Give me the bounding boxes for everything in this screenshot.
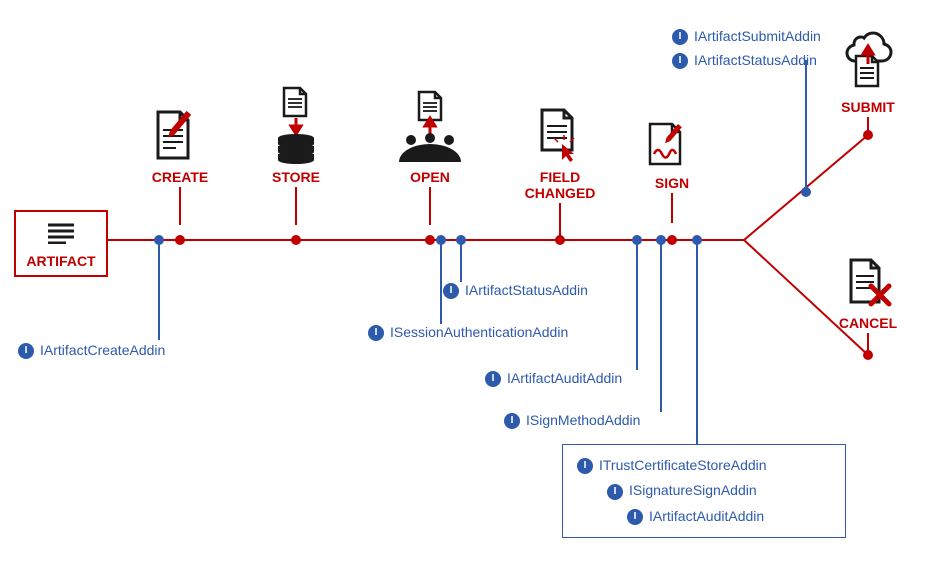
addin-signmethod: IISignMethodAddin (504, 412, 640, 429)
addin-audit2: IIArtifactAuditAddin (627, 508, 831, 525)
addin-audit: IIArtifactAuditAddin (485, 370, 622, 387)
addin-trustcert: IITrustCertificateStoreAddin (577, 457, 831, 474)
create-label: CREATE (145, 169, 215, 185)
addin-signature: IISignatureSignAddin (607, 482, 831, 499)
event-open: OPEN (395, 90, 465, 225)
sign-icon (646, 157, 698, 174)
addin-audit-line (636, 240, 638, 370)
top-addin-line (805, 60, 807, 190)
i-bullet-icon: I (672, 53, 688, 69)
i-bullet-icon: I (577, 458, 593, 474)
submit-label: SUBMIT (838, 99, 898, 115)
addin-signmethod-dot (656, 235, 666, 245)
i-bullet-icon: I (443, 283, 459, 299)
cancel-label: CANCEL (838, 315, 898, 331)
i-bullet-icon: I (672, 29, 688, 45)
addin-audit-dot (632, 235, 642, 245)
store-dot (291, 235, 301, 245)
addin-group-dot (692, 235, 702, 245)
sign-dot (667, 235, 677, 245)
event-create: CREATE (145, 108, 215, 225)
addin-create: IIArtifactCreateAddin (18, 342, 165, 359)
event-field: FIELD CHANGED (504, 108, 616, 241)
i-bullet-icon: I (368, 325, 384, 341)
event-sign: SIGN (640, 122, 704, 223)
addin-session-line (440, 240, 442, 324)
event-store: STORE (261, 86, 331, 225)
addin-group-line (696, 240, 698, 444)
store-label: STORE (261, 169, 331, 185)
cancel-node: CANCEL (838, 256, 898, 355)
submit-dot (863, 130, 873, 140)
create-dot (175, 235, 185, 245)
doc-edit-icon (154, 151, 206, 168)
sign-label: SIGN (640, 175, 704, 191)
addin-status-top: IIArtifactStatusAddin (672, 52, 817, 69)
field-label: FIELD CHANGED (504, 169, 616, 201)
submit-node: SUBMIT (838, 24, 898, 131)
addin-create-line (158, 240, 160, 340)
open-dot (425, 235, 435, 245)
i-bullet-icon: I (607, 484, 623, 500)
open-icon (397, 151, 463, 168)
field-icon (534, 151, 586, 168)
addin-create-dot (154, 235, 164, 245)
addin-submit: IIArtifactSubmitAddin (672, 28, 821, 45)
i-bullet-icon: I (18, 343, 34, 359)
store-icon (270, 151, 322, 168)
field-dot (555, 235, 565, 245)
open-label: OPEN (395, 169, 465, 185)
i-bullet-icon: I (485, 371, 501, 387)
addin-session: IISessionAuthenticationAddin (368, 324, 568, 341)
submit-icon (840, 81, 896, 98)
sign-addin-group: IITrustCertificateStoreAddin IISignature… (562, 444, 846, 538)
cancel-icon (843, 297, 893, 314)
addin-status-line (460, 240, 462, 282)
addin-status: IIArtifactStatusAddin (443, 282, 588, 299)
i-bullet-icon: I (627, 509, 643, 525)
addin-session-dot (436, 235, 446, 245)
addin-signmethod-line (660, 240, 662, 412)
addin-status-dot (456, 235, 466, 245)
i-bullet-icon: I (504, 413, 520, 429)
